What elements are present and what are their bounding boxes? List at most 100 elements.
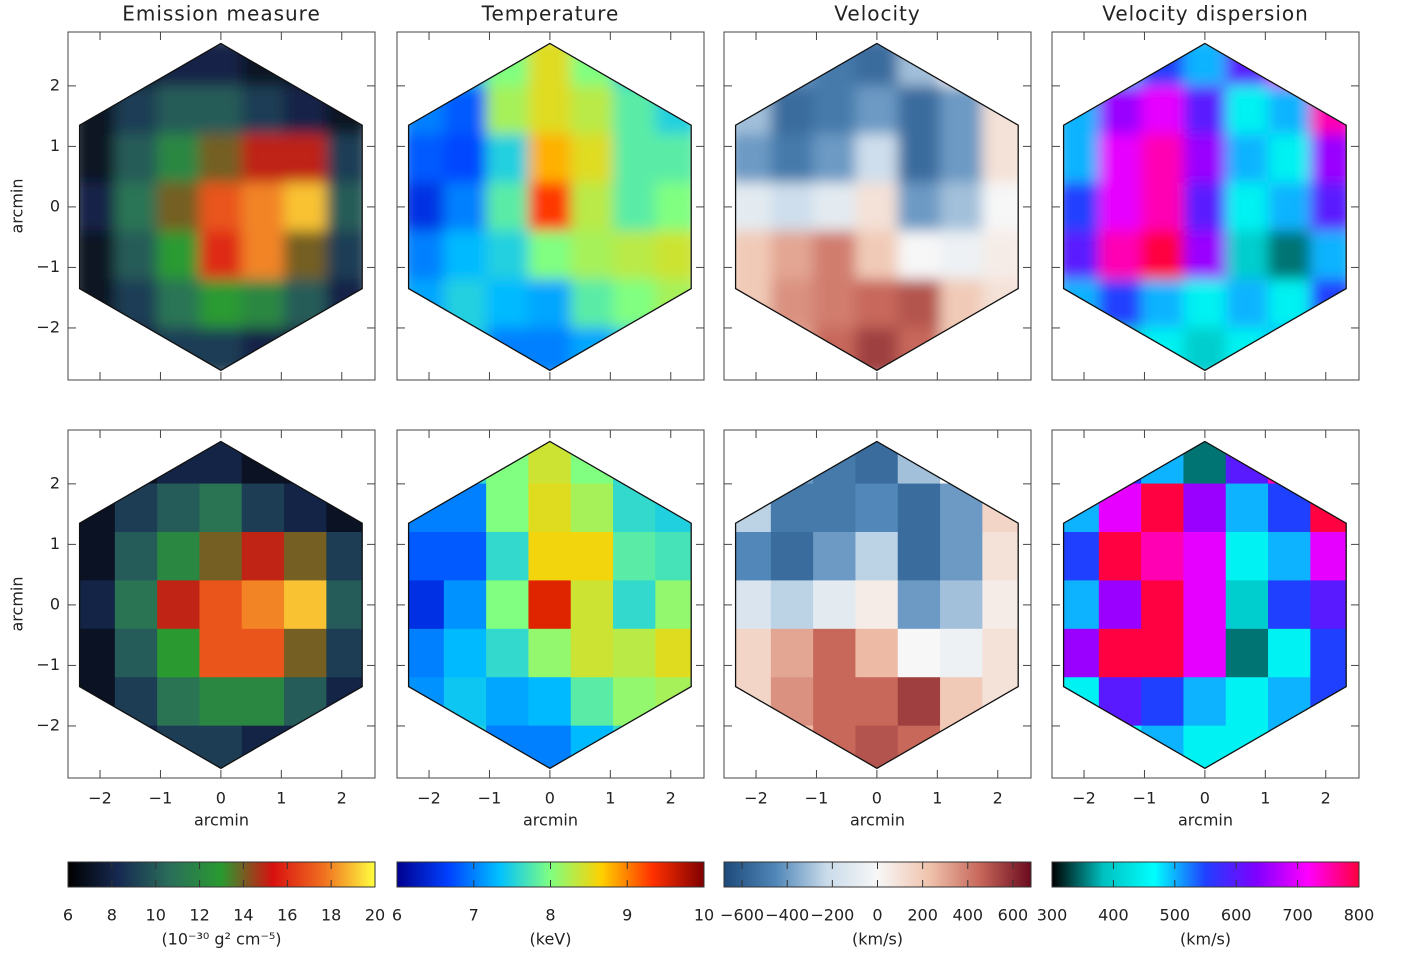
map-cell — [735, 182, 772, 232]
map-cell — [897, 677, 941, 727]
map-cell — [528, 580, 572, 630]
panel-title: Velocity — [834, 2, 920, 26]
map-cell — [199, 85, 243, 135]
map-cell — [528, 531, 572, 581]
map-cell — [157, 677, 201, 727]
y-axis-label: arcmin — [8, 179, 27, 234]
map-cell — [241, 133, 285, 183]
map-cell — [570, 580, 614, 630]
map-cell — [1141, 677, 1185, 727]
map-cell — [813, 483, 857, 533]
colorbar-label: (keV) — [530, 930, 572, 949]
map-cell — [570, 182, 614, 232]
colorbar-tick-label: 0 — [872, 906, 882, 925]
map-cell — [855, 628, 899, 678]
map-cell — [1063, 133, 1100, 183]
colorbar-tick-label: 16 — [277, 906, 297, 925]
map-cell — [157, 628, 201, 678]
map-cell — [855, 483, 899, 533]
hex-outline — [734, 440, 1019, 770]
map-cell — [1141, 279, 1185, 329]
map-cell — [1183, 628, 1227, 678]
map-cell — [443, 531, 487, 581]
map-cell — [1225, 230, 1269, 280]
map-cell — [528, 628, 572, 678]
map-cell — [241, 182, 285, 232]
map-cell — [897, 133, 941, 183]
colorbar-tick-label: 9 — [622, 906, 632, 925]
map-cell — [813, 279, 857, 329]
map-cell — [735, 628, 772, 678]
map-cell — [1098, 133, 1142, 183]
map-cell — [157, 483, 201, 533]
map-cell — [855, 182, 899, 232]
map-cell — [982, 628, 1019, 678]
map-cell — [79, 531, 116, 581]
x-tick-label: 0 — [1200, 789, 1210, 808]
x-tick-label: 1 — [932, 789, 942, 808]
map-cell — [1183, 483, 1227, 533]
colorbar-tick-label: 12 — [189, 906, 209, 925]
panel-title: Velocity dispersion — [1102, 2, 1309, 26]
hex-outline — [407, 42, 692, 372]
map-cell — [486, 133, 530, 183]
map-cell — [613, 628, 656, 678]
map-cell — [1225, 677, 1269, 727]
y-tick-label: 1 — [50, 136, 60, 155]
map-cell — [284, 230, 327, 280]
map-cell — [241, 230, 285, 280]
colorbar-tick-label: 600 — [1221, 906, 1252, 925]
x-tick-label: 2 — [993, 789, 1003, 808]
map-cell — [157, 182, 201, 232]
map-cell — [486, 230, 530, 280]
map-cell — [408, 133, 445, 183]
map-cell — [326, 531, 363, 581]
map-cell — [326, 182, 363, 232]
colorbar-tick-label: 20 — [365, 906, 385, 925]
map-cell — [982, 531, 1019, 581]
colorbar — [1051, 861, 1360, 888]
colorbar-tick-label: 600 — [998, 906, 1029, 925]
map-cell — [1268, 580, 1311, 630]
map-cell — [855, 677, 899, 727]
map-cell — [79, 580, 116, 630]
map-cell — [813, 531, 857, 581]
map-cell — [655, 133, 692, 183]
map-cell — [443, 580, 487, 630]
map-cell — [613, 531, 656, 581]
map-cell — [855, 133, 899, 183]
map-cell — [1141, 182, 1185, 232]
map-cell — [770, 133, 814, 183]
map-cell — [813, 628, 857, 678]
map-cell — [284, 580, 327, 630]
map-cell — [157, 133, 201, 183]
map-cell — [813, 230, 857, 280]
map-cell — [1310, 182, 1347, 232]
map-cell — [940, 531, 983, 581]
map-cell — [1183, 677, 1227, 727]
map-cell — [940, 628, 983, 678]
map-cell — [897, 279, 941, 329]
map-cell — [528, 85, 572, 135]
map-cells — [79, 441, 363, 769]
map-cell — [157, 531, 201, 581]
map-cell — [1225, 580, 1269, 630]
map-cell — [613, 133, 656, 183]
map-cell — [813, 133, 857, 183]
panel-title: Emission measure — [122, 2, 321, 26]
map-cell — [114, 531, 158, 581]
hex-outline — [78, 440, 363, 770]
map-cell — [528, 230, 572, 280]
map-cell — [1141, 531, 1185, 581]
map-cell — [1183, 182, 1227, 232]
map-cell — [982, 230, 1019, 280]
x-tick-label: 0 — [545, 789, 555, 808]
map-cell — [570, 628, 614, 678]
map-cell — [1098, 580, 1142, 630]
x-tick-label: 2 — [1321, 789, 1331, 808]
map-cell — [813, 580, 857, 630]
map-cell — [1063, 230, 1100, 280]
map-cell — [199, 133, 243, 183]
hex-outline — [734, 42, 1019, 372]
